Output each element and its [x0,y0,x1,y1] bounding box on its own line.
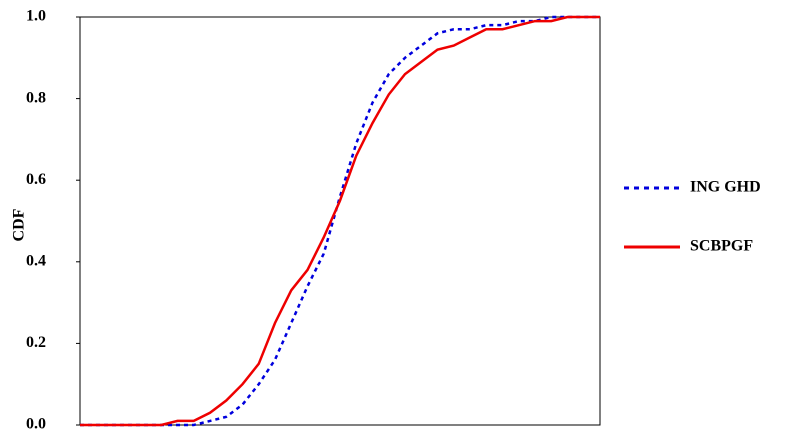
y-tick-label: 0.2 [26,334,46,351]
y-tick-label: 0.8 [26,89,46,106]
y-tick-label: 1.0 [26,8,46,25]
legend-label: SCBPGF [690,238,753,255]
plot-frame [79,16,601,426]
legend-label: ING GHD [690,179,761,196]
y-tick-label: 0.0 [26,416,46,433]
y-tick-label: 0.4 [26,252,46,269]
y-axis-label: CDF [11,208,28,241]
y-tick-label: 0.6 [26,171,46,188]
series-line [80,15,600,427]
series-line [80,15,600,427]
